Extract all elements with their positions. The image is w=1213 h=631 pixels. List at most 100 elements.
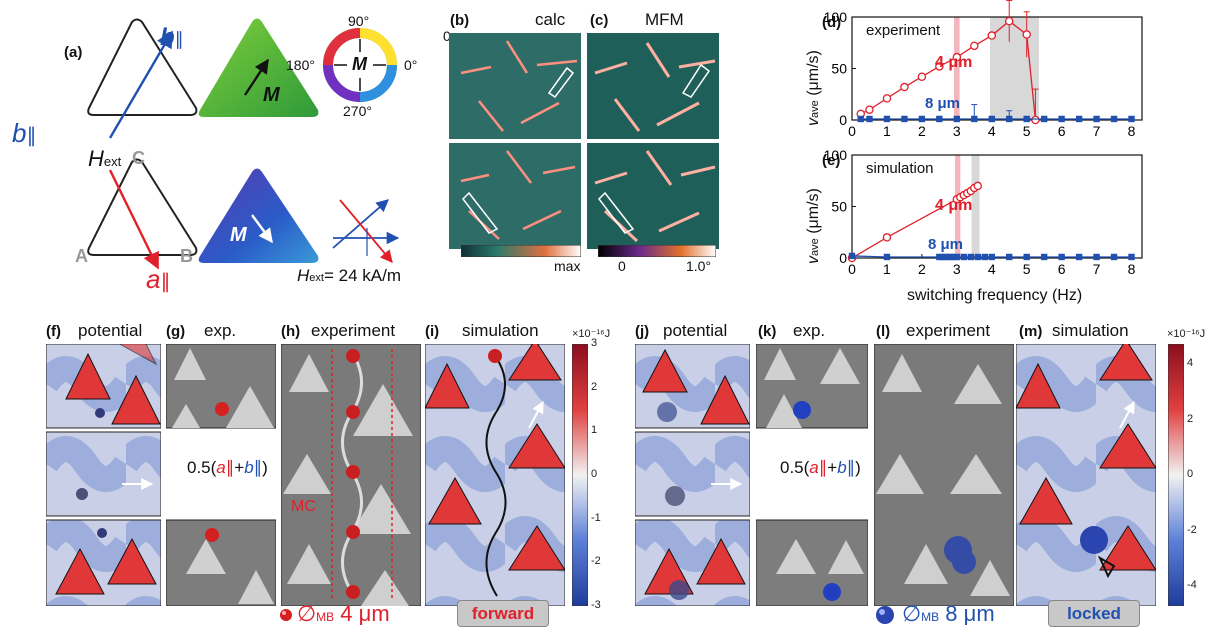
half-sum-plus-k: + (827, 458, 838, 477)
half-sum-right-k: ) (855, 458, 861, 477)
cbar-tick-label: 4 (1187, 357, 1194, 369)
size-8-label: 8 μm (945, 601, 995, 626)
data-point (988, 115, 995, 123)
data-point (1023, 253, 1030, 261)
y-tick-label: 50 (831, 199, 847, 215)
wheel-90: 90° (348, 13, 370, 29)
data-point (917, 72, 927, 81)
data-point (1040, 115, 1048, 123)
x-tick-label: 5 (1023, 123, 1031, 139)
cbar-tick-label: 2 (1187, 412, 1194, 425)
data-point (971, 115, 978, 123)
potential-stack-j (635, 344, 750, 606)
corner-b: B (180, 246, 193, 266)
data-point (1058, 253, 1065, 261)
chart-d-note: experiment (866, 22, 941, 39)
data-point (848, 252, 856, 260)
y-tick-label: 100 (824, 9, 848, 25)
cbar-right-unit: ×10⁻¹⁶J (1167, 328, 1206, 340)
x-tick-label: 6 (1058, 123, 1066, 139)
cbar-tick-label: -1 (591, 511, 601, 524)
cbar-tick-label: 3 (591, 337, 598, 349)
m-arrow-up (243, 58, 270, 96)
x-tick-label: 3 (953, 123, 961, 139)
h-ext-field-sub: ext (309, 272, 324, 284)
x-tick-label: 3 (953, 261, 961, 277)
diam-sub-left: MB (316, 610, 335, 624)
x-tick-label: 8 (1128, 261, 1136, 277)
cbar-tick-label: -2 (1187, 523, 1197, 536)
data-point (918, 115, 926, 123)
data-point (1004, 16, 1014, 26)
ylabel-e-unit: (μm/s) (805, 188, 822, 239)
panel-h-title: experiment (311, 321, 396, 340)
a-parallel-arrow (108, 169, 160, 270)
data-point (1022, 30, 1031, 39)
cbar-tick-label: 2 (591, 380, 598, 393)
data-point (981, 253, 988, 261)
y-tick-label: 0 (839, 112, 847, 128)
x-tick-label: 8 (1128, 123, 1136, 139)
data-point (973, 181, 983, 191)
highlight-band (971, 155, 980, 258)
half-sum-a-g: a (216, 458, 226, 477)
data-point (1128, 115, 1135, 123)
h-ext-field-value: = 24 kA/m (323, 266, 401, 285)
data-point (953, 115, 961, 123)
data-point (936, 115, 943, 123)
b-vector-side-label: b (12, 118, 27, 148)
calc-colorbar (461, 245, 581, 257)
colorbar-left (572, 344, 588, 606)
highlight-band (990, 17, 1039, 120)
simulation-m (1016, 344, 1156, 606)
data-point (1075, 115, 1083, 123)
data-point (960, 253, 968, 261)
b-parallel-arrow (108, 30, 174, 139)
potential-stack-f (46, 344, 161, 606)
panel-label-i: (i) (425, 323, 440, 340)
panel-label-c: (c) (590, 12, 609, 29)
panel-a-schematic (87, 18, 400, 270)
half-sum-left-g: 0.5( (187, 458, 217, 477)
data-point (1128, 253, 1135, 261)
cbar-tick-label: -4 (1187, 579, 1197, 591)
x-tick-label: 7 (1093, 261, 1101, 277)
x-tick-label: 0 (848, 123, 856, 139)
locked-badge: locked (1048, 600, 1140, 627)
diam-sub-right: MB (921, 610, 940, 624)
cbar-tick-label: -2 (591, 555, 601, 568)
x-tick-label: 7 (1093, 123, 1101, 139)
corner-a: A (75, 246, 88, 266)
x-tick-label: 4 (988, 261, 996, 277)
a-vector-label: a (146, 264, 161, 294)
panel-c-title: MFM (645, 10, 684, 29)
data-point (936, 253, 943, 261)
chart-e-label-4: 4 μm (935, 197, 973, 214)
panel-i-title: simulation (462, 321, 539, 340)
half-sum-plus-g: + (234, 458, 245, 477)
x-tick-label: 2 (918, 123, 926, 139)
data-point (1058, 115, 1065, 123)
experiment-l (874, 344, 1014, 606)
ylabel-d-sub: ave (809, 100, 821, 118)
data-point (1040, 253, 1048, 261)
chart-e-label-8: 8 μm (928, 236, 964, 253)
data-point (1093, 115, 1100, 123)
data-point (882, 94, 892, 103)
mfm-colorbar (598, 245, 716, 257)
data-point (946, 253, 954, 261)
m-label-green: M (263, 84, 280, 106)
data-point (987, 31, 997, 40)
diam-symbol-right: ∅ (902, 601, 922, 626)
highlight-band (955, 155, 961, 258)
chart-d-label-4: 4 μm (935, 54, 973, 71)
data-point (953, 253, 961, 261)
y-tick-label: 100 (824, 147, 848, 163)
wheel-270: 270° (343, 103, 372, 119)
calc-image (449, 33, 581, 249)
half-sum-a-k: a (809, 458, 819, 477)
panel-label-h: (h) (281, 323, 301, 340)
color-wheel (323, 28, 397, 102)
diam-symbol-left: ∅ (297, 601, 317, 626)
